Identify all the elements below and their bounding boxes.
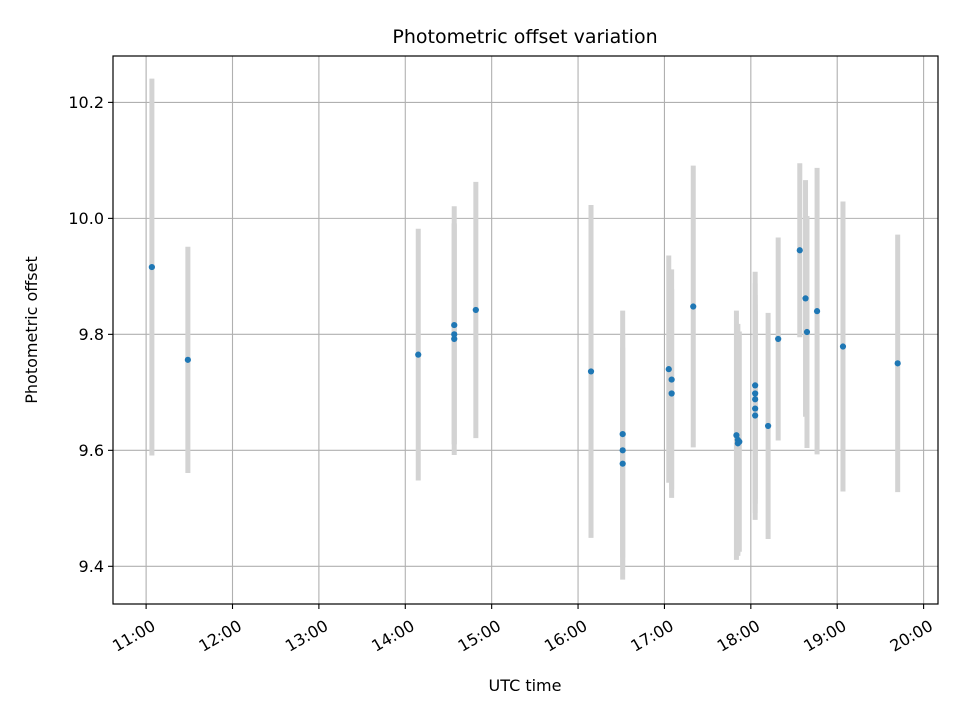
- data-point: [451, 331, 458, 338]
- data-point: [587, 368, 595, 375]
- data-point: [415, 351, 422, 358]
- data-point: [796, 247, 803, 254]
- data-point: [775, 335, 782, 343]
- data-point: [752, 382, 759, 389]
- data-point: [894, 360, 901, 367]
- y-axis-title: Photometric offset: [22, 256, 41, 404]
- data-point: [752, 405, 759, 412]
- data-point: [184, 356, 191, 363]
- y-tick-label: 9.6: [79, 441, 104, 460]
- chart-title: Photometric offset variation: [392, 26, 657, 48]
- data-point: [736, 438, 743, 445]
- data-point: [813, 308, 821, 315]
- data-point: [619, 430, 626, 438]
- y-tick-label: 10.0: [68, 209, 104, 228]
- data-point: [752, 396, 759, 403]
- data-point: [803, 328, 811, 336]
- y-tick-label: 9.8: [79, 325, 104, 344]
- data-point: [802, 295, 809, 302]
- grid: [113, 56, 938, 604]
- data-point: [668, 390, 675, 397]
- x-axis-title: UTC time: [489, 676, 562, 695]
- data-point: [451, 321, 458, 329]
- data-point: [752, 390, 759, 397]
- data-point: [665, 366, 672, 373]
- data-point: [619, 460, 626, 467]
- data-point: [619, 447, 626, 454]
- y-tick-label: 9.4: [79, 557, 104, 576]
- data-point: [451, 335, 458, 343]
- data-point: [839, 343, 847, 350]
- y-tick-label: 10.2: [68, 93, 104, 112]
- data-point: [690, 303, 697, 310]
- data-point: [148, 263, 155, 271]
- data-point: [765, 422, 772, 430]
- data-point: [472, 306, 479, 314]
- data-points: [148, 247, 901, 467]
- plot-frame: [112, 55, 939, 605]
- data-point: [752, 412, 759, 419]
- data-point: [668, 376, 675, 383]
